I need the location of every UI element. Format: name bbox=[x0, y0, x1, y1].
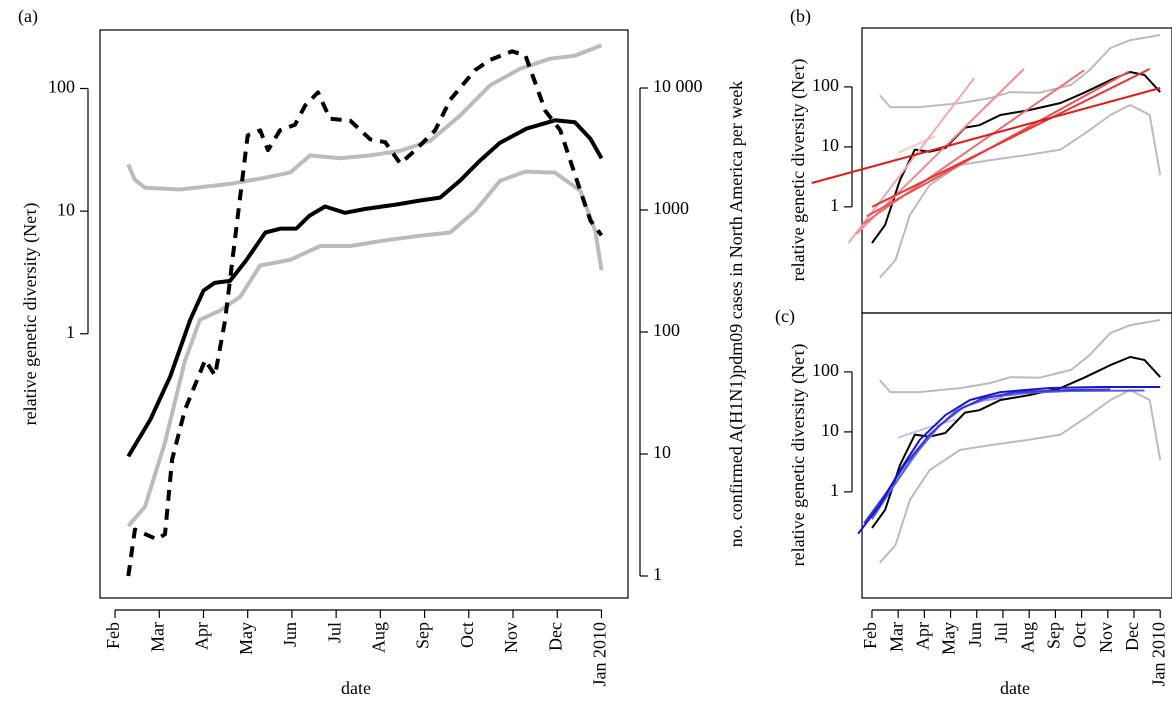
x-tick-label: Apr bbox=[912, 622, 932, 650]
y-axis-label: relative genetic diversity (Neτ) bbox=[788, 59, 809, 282]
y2-tick-label: 100 bbox=[653, 320, 680, 340]
data-line bbox=[126, 169, 604, 528]
y2-axis-label: no. confirmed A(H1N1)pdm09 cases in Nort… bbox=[726, 81, 747, 547]
x-tick-label: Aug bbox=[1017, 622, 1037, 653]
data-line bbox=[863, 388, 1111, 524]
x-tick-label: Feb bbox=[860, 622, 880, 649]
x-tick-label: Feb bbox=[103, 622, 123, 649]
plot-frame bbox=[99, 29, 629, 599]
x-tick-label: Nov bbox=[1096, 622, 1116, 653]
data-line bbox=[897, 418, 957, 439]
data-line bbox=[126, 49, 604, 577]
x-tick-label: Jan 2010 bbox=[1148, 622, 1168, 687]
y-tick-label: 1 bbox=[66, 322, 75, 342]
data-line bbox=[879, 34, 1161, 109]
x-axis-label: date bbox=[1000, 678, 1030, 698]
panel-label: (c) bbox=[775, 306, 795, 327]
x-tick-label: Sep bbox=[413, 622, 433, 649]
y-tick-label: 10 bbox=[821, 420, 839, 440]
x-tick-label: Sep bbox=[1044, 622, 1064, 649]
panel-label: (b) bbox=[790, 6, 811, 27]
y-tick-label: 100 bbox=[812, 75, 839, 95]
y2-tick-label: 10 bbox=[653, 442, 671, 462]
x-tick-label: Nov bbox=[501, 622, 521, 653]
data-line bbox=[126, 43, 603, 192]
data-line bbox=[871, 68, 1151, 208]
data-line bbox=[879, 389, 1162, 564]
y2-tick-label: 10 000 bbox=[653, 76, 703, 96]
x-tick-label: Mar bbox=[147, 622, 167, 652]
y-tick-label: 10 bbox=[57, 199, 75, 219]
y-tick-label: 100 bbox=[812, 360, 839, 380]
x-tick-label: Jan 2010 bbox=[590, 622, 610, 687]
x-tick-label: Apr bbox=[192, 622, 212, 650]
x-tick-label: Aug bbox=[368, 622, 388, 653]
data-line bbox=[871, 356, 1161, 529]
data-line bbox=[811, 87, 1161, 184]
y-tick-label: 1 bbox=[830, 480, 839, 500]
x-tick-label: Mar bbox=[886, 622, 906, 652]
data-line bbox=[857, 386, 1161, 535]
y2-tick-label: 1 bbox=[653, 564, 662, 584]
x-tick-label: Jul bbox=[324, 622, 344, 643]
x-tick-label: Oct bbox=[1070, 622, 1090, 648]
x-axis-label: date bbox=[341, 678, 371, 698]
y2-tick-label: 1000 bbox=[653, 198, 689, 218]
plot-frame bbox=[861, 27, 1172, 314]
y-tick-label: 100 bbox=[48, 77, 75, 97]
y-axis-label: relative genetic diversity (Neτ) bbox=[20, 203, 41, 426]
y-tick-label: 10 bbox=[821, 135, 839, 155]
x-tick-label: May bbox=[939, 622, 959, 655]
plot-frame bbox=[861, 312, 1172, 599]
data-line bbox=[126, 118, 604, 458]
panel-label: (a) bbox=[18, 6, 38, 27]
x-tick-label: Oct bbox=[457, 622, 477, 648]
x-tick-label: Dec bbox=[545, 622, 565, 651]
y-tick-label: 1 bbox=[830, 195, 839, 215]
x-tick-label: Jun bbox=[280, 622, 300, 647]
x-tick-label: May bbox=[236, 622, 256, 655]
x-tick-label: Jun bbox=[965, 622, 985, 647]
x-tick-label: Jul bbox=[991, 622, 1011, 643]
data-line bbox=[879, 104, 1162, 279]
x-tick-label: Dec bbox=[1122, 622, 1142, 651]
data-line bbox=[876, 396, 1004, 511]
y-axis-label: relative genetic diversity (Neτ) bbox=[788, 344, 809, 567]
data-line bbox=[855, 68, 1025, 235]
data-line bbox=[879, 319, 1161, 394]
